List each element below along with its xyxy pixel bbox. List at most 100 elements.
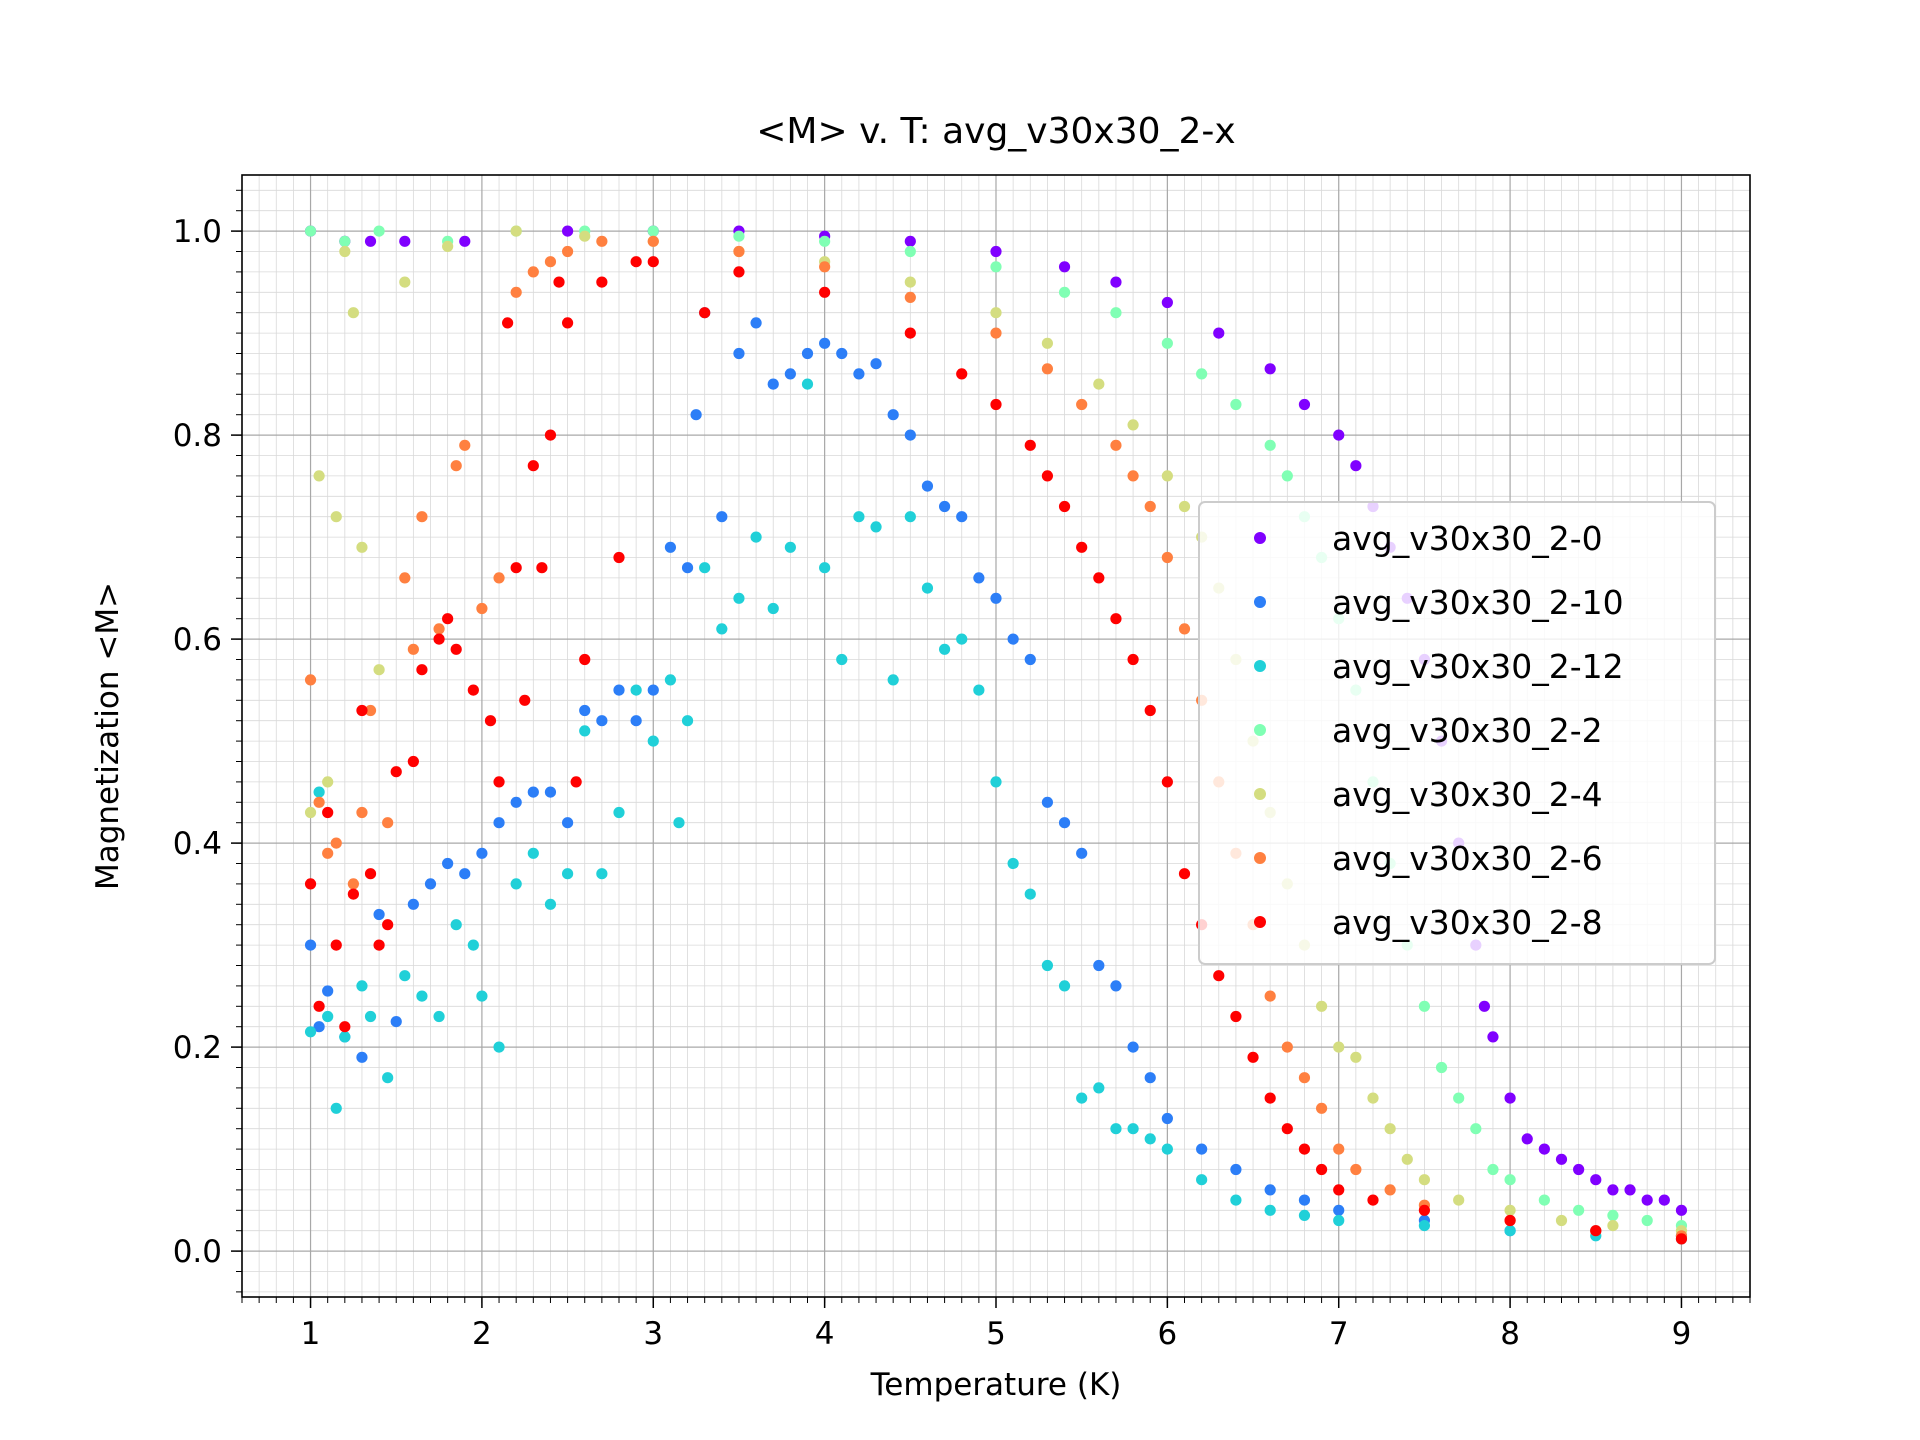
data-point [356,704,368,717]
data-point [1041,959,1054,972]
data-point [1658,1194,1670,1206]
data-point [836,347,848,360]
legend-label: avg_v30x30_2-8 [1332,903,1603,942]
x-tick-label: 3 [643,1316,663,1352]
data-point [356,806,368,819]
legend-box [1198,501,1716,965]
data-point [1641,1214,1653,1227]
data-point [1298,1072,1311,1084]
data-point [1196,368,1208,380]
data-point [1607,1220,1619,1232]
data-point [699,307,711,319]
data-point [1504,1174,1516,1186]
data-point [1350,1051,1362,1063]
data-point [544,429,557,441]
data-point [733,230,745,242]
data-point [1024,888,1036,900]
data-point [1144,1072,1156,1084]
data-point [956,368,968,380]
data-point [1024,653,1036,666]
data-point [347,878,359,890]
y-axis-label: Magnetization <M> [90,582,126,890]
data-point [1144,500,1156,513]
data-point [819,562,831,574]
data-point [990,327,1002,339]
data-point [733,245,745,258]
data-point [1264,439,1276,451]
data-point [1110,439,1122,451]
data-point [1333,1214,1345,1227]
data-point [1590,1225,1602,1237]
data-point [1161,1112,1173,1125]
data-point [1555,1153,1568,1165]
data-point [1093,959,1105,972]
data-point [510,286,522,298]
data-point [407,643,419,655]
data-point [596,276,608,288]
data-point [681,562,694,574]
data-point [510,562,522,574]
data-point [819,337,831,349]
data-point [1058,286,1071,298]
data-point [1538,1143,1550,1155]
data-point [304,674,317,686]
data-point [1127,653,1139,666]
data-point [887,674,899,686]
data-point [1196,1174,1208,1186]
data-point [493,776,505,788]
data-point [459,868,471,880]
data-point [561,868,574,880]
data-point [364,235,377,247]
data-point [870,521,882,533]
data-point [1315,1163,1328,1176]
legend-marker [1254,596,1266,608]
data-point [450,643,462,655]
data-point [1230,1163,1242,1176]
data-point [613,551,625,564]
data-point [322,806,334,819]
data-point [647,735,659,747]
data-point [1367,1092,1379,1104]
data-point [596,715,608,727]
data-point [1230,398,1242,411]
data-point [1093,572,1105,584]
data-point [330,511,342,523]
data-point [382,1072,394,1084]
data-point [1161,337,1173,349]
data-point [313,1000,325,1012]
data-point [1418,1174,1431,1186]
data-point [510,878,522,890]
legend-label: avg_v30x30_2-10 [1332,583,1624,622]
data-point [1435,1061,1448,1074]
data-point [322,985,334,997]
data-point [1041,363,1054,375]
x-axis-label: Temperature (K) [870,1367,1122,1403]
data-point [990,245,1002,258]
data-point [1590,1174,1602,1186]
data-point [1230,1194,1242,1206]
axis-ticks: 1 2 3 4 5 6 7 8 9 0.0 0.2 0.4 0.6 0.8 1.0 [173,189,1751,1352]
data-point [904,276,916,288]
data-point [1161,776,1173,788]
data-point [1144,1133,1156,1145]
data-point [570,776,582,788]
data-point [938,500,951,513]
data-point [990,592,1002,604]
data-point [450,460,462,472]
data-point [801,347,814,360]
data-point [1110,307,1122,319]
data-point [1076,847,1088,859]
data-point [527,847,539,859]
data-point [750,531,762,543]
data-point [1350,1163,1362,1176]
data-point [801,378,814,390]
data-point [330,939,342,951]
data-point [382,817,394,829]
data-point [1333,1184,1345,1196]
data-point [407,898,419,910]
data-point [339,245,351,258]
series-avg_v30x30_2-8 [304,256,1688,1245]
data-point [990,261,1002,273]
data-point [1058,980,1071,992]
legend: avg_v30x30_2-0 avg_v30x30_2-10 avg_v30x30_… [1198,501,1716,965]
